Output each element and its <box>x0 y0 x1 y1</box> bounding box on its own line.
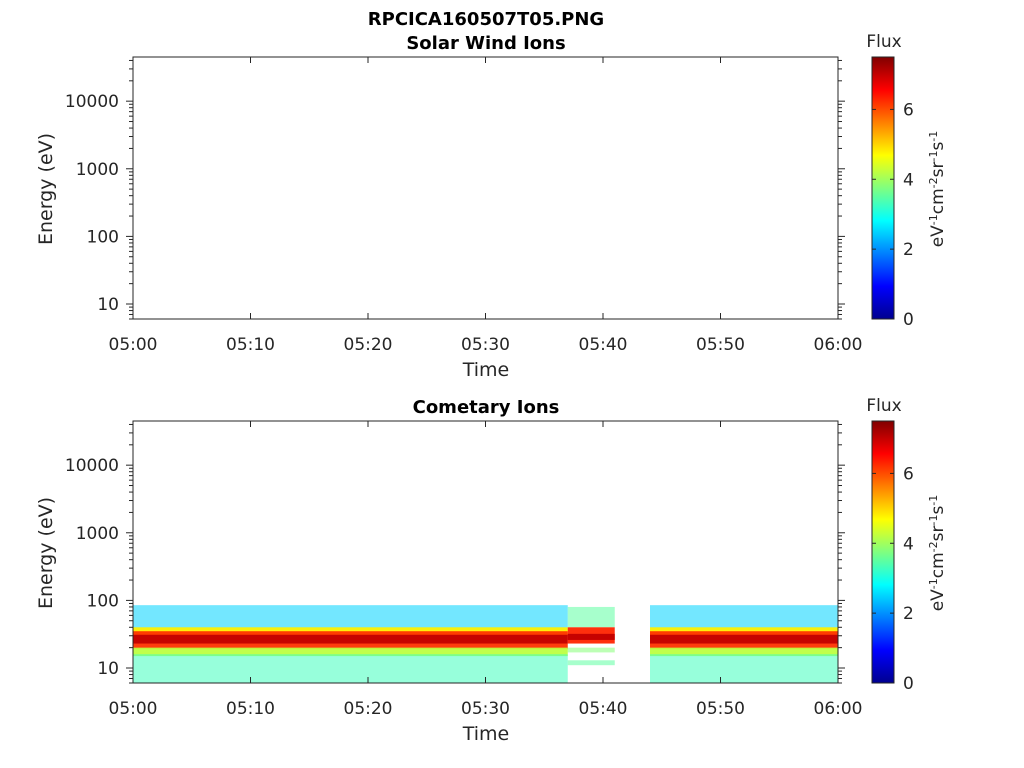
figure-title: RPCICA160507T05.PNG <box>368 9 604 30</box>
colorbar-title: Flux <box>866 396 901 416</box>
x-tick-label: 05:30 <box>461 335 510 355</box>
y-tick-label: 100 <box>87 591 119 611</box>
flux-band <box>133 647 568 657</box>
x-tick-label: 05:40 <box>579 335 628 355</box>
colorbar-title: Flux <box>866 32 901 52</box>
spectrogram <box>133 605 838 683</box>
colorbar-tick-label: 4 <box>903 534 914 554</box>
flux-band <box>133 605 568 631</box>
y-tick-label: 10000 <box>65 456 119 476</box>
colorbar-units: eV-1cm-2sr-1s-1 <box>927 131 949 248</box>
x-tick-label: 05:50 <box>696 335 745 355</box>
x-tick-label: 06:00 <box>814 335 863 355</box>
flux-band <box>650 654 838 683</box>
flux-band <box>567 647 615 653</box>
y-tick-label: 10 <box>97 659 119 679</box>
colorbar <box>871 420 895 684</box>
cometary-panel: Cometary Ions Time Energy (eV) Flux eV-1… <box>35 396 948 745</box>
x-tick-label: 05:00 <box>109 699 158 719</box>
y-tick-label: 10 <box>97 295 119 315</box>
flux-band <box>567 633 615 640</box>
x-tick-label: 05:10 <box>226 335 275 355</box>
x-axis-label: Time <box>462 359 510 381</box>
colorbar-tick-label: 6 <box>903 100 914 120</box>
y-axis-label: Energy (eV) <box>35 133 57 245</box>
y-tick-label: 100 <box>87 227 119 247</box>
y-axis-label: Energy (eV) <box>35 497 57 609</box>
solar-wind-panel: Solar Wind Ions Time Energy (eV) Flux eV… <box>35 32 948 381</box>
colorbar-tick-label: 2 <box>903 240 914 260</box>
panel-title: Cometary Ions <box>413 397 560 418</box>
colorbar-tick-label: 0 <box>903 310 914 330</box>
x-tick-label: 05:20 <box>344 699 393 719</box>
x-tick-label: 06:00 <box>814 699 863 719</box>
x-tick-label: 05:50 <box>696 699 745 719</box>
colorbar-tick-label: 6 <box>903 464 914 484</box>
y-tick-label: 10000 <box>65 92 119 112</box>
flux-band <box>567 606 615 628</box>
flux-band <box>650 634 838 644</box>
y-tick-label: 1000 <box>76 524 119 544</box>
x-axis-label: Time <box>462 723 510 745</box>
colorbar-tick-label: 4 <box>903 170 914 190</box>
x-tick-label: 05:40 <box>579 699 628 719</box>
colorbar-units: eV-1cm-2sr-1s-1 <box>927 495 949 612</box>
plot-frame <box>132 56 839 320</box>
x-tick-label: 05:00 <box>109 335 158 355</box>
x-tick-label: 05:30 <box>461 699 510 719</box>
x-tick-label: 05:20 <box>344 335 393 355</box>
flux-band <box>650 605 838 631</box>
flux-band <box>567 660 615 666</box>
panel-title: Solar Wind Ions <box>406 33 565 54</box>
colorbar <box>871 56 895 320</box>
x-tick-label: 05:10 <box>226 699 275 719</box>
flux-band <box>133 634 568 644</box>
colorbar-tick-label: 2 <box>903 604 914 624</box>
flux-band <box>133 654 568 683</box>
y-tick-label: 1000 <box>76 160 119 180</box>
flux-band <box>650 647 838 657</box>
colorbar-tick-label: 0 <box>903 674 914 694</box>
